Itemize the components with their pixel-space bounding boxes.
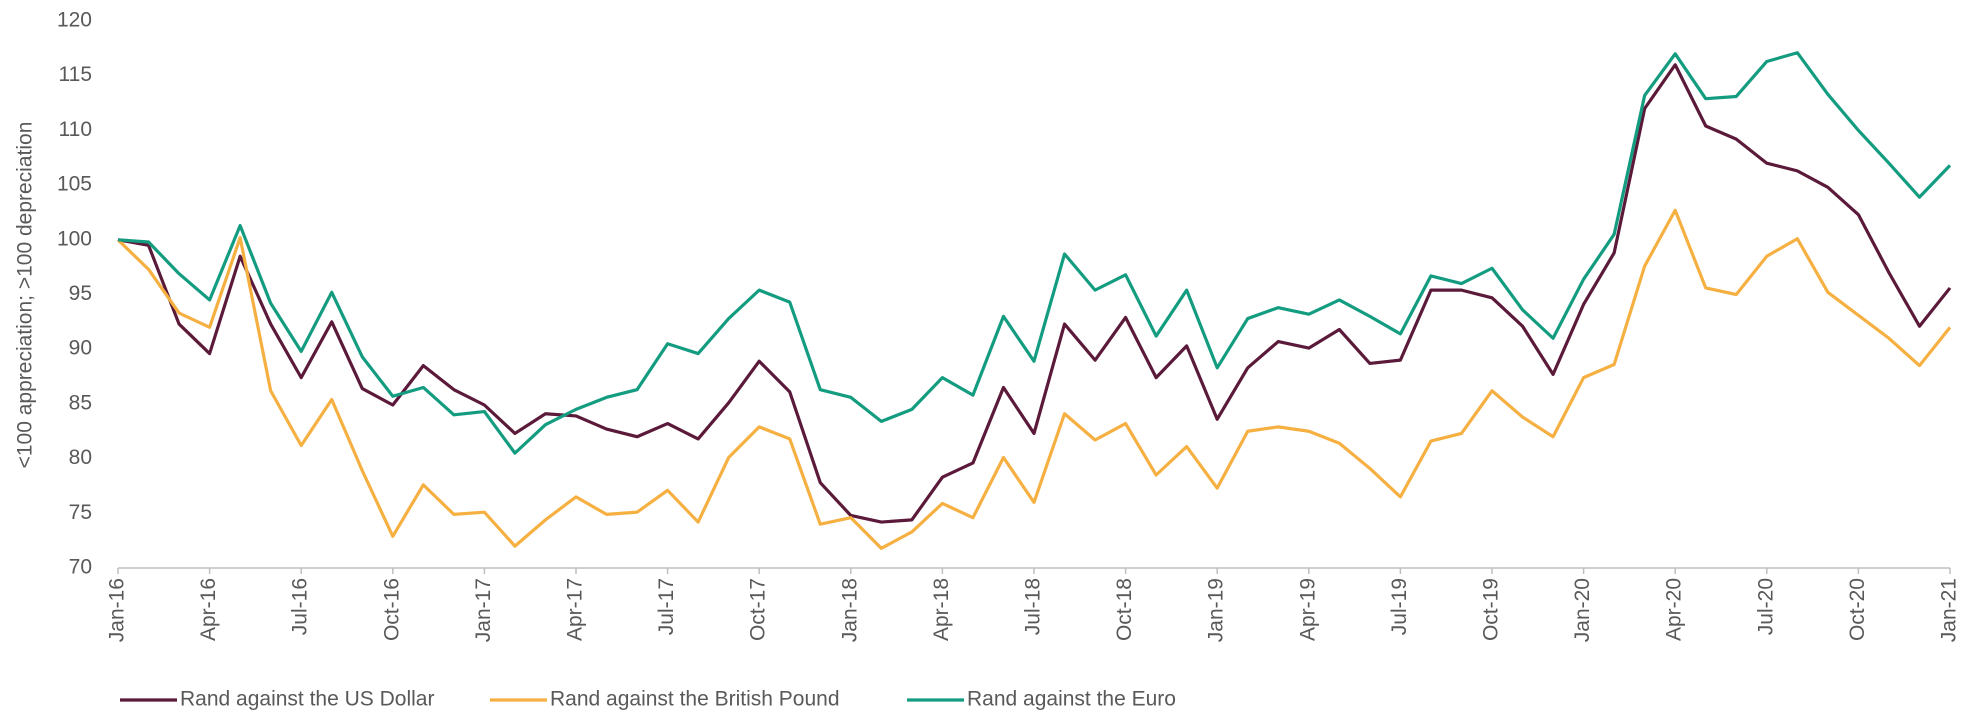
x-tick-label: Jan-18 — [838, 578, 861, 642]
y-tick-label: 120 — [57, 9, 92, 32]
x-tick-label: Jan-21 — [1938, 578, 1961, 642]
y-tick-label: 105 — [57, 173, 92, 196]
x-tick-label: Oct-20 — [1846, 578, 1869, 641]
legend-label: Rand against the British Pound — [550, 688, 840, 711]
x-tick-label: Oct-17 — [747, 578, 770, 641]
x-tick-label: Apr-20 — [1663, 578, 1686, 641]
y-tick-label: 70 — [69, 556, 92, 579]
y-tick-label: 85 — [69, 391, 92, 414]
x-tick-label: Jul-20 — [1754, 578, 1777, 635]
x-tick-label: Jul-18 — [1022, 578, 1045, 635]
x-tick-label: Apr-16 — [197, 578, 220, 641]
legend-label: Rand against the US Dollar — [180, 688, 434, 711]
y-axis-label: <100 appreciation; >100 depreciation — [14, 122, 37, 469]
legend-label: Rand against the Euro — [967, 688, 1176, 711]
x-tick-label: Jul-16 — [289, 578, 312, 635]
x-tick-label: Jan-17 — [472, 578, 495, 642]
y-tick-label: 115 — [59, 63, 92, 86]
y-tick-label: 75 — [69, 501, 92, 524]
x-tick-label: Jul-17 — [655, 578, 678, 635]
y-tick-label: 95 — [69, 282, 92, 305]
x-tick-label: Oct-16 — [380, 578, 403, 641]
x-tick-label: Apr-17 — [564, 578, 587, 641]
y-tick-label: 90 — [69, 337, 92, 360]
x-tick-label: Oct-18 — [1113, 578, 1136, 641]
y-tick-label: 80 — [69, 446, 92, 469]
series-line — [117, 63, 1952, 524]
y-tick-label: 110 — [59, 118, 92, 141]
x-tick-label: Jan-16 — [106, 578, 129, 642]
x-tick-label: Oct-19 — [1480, 578, 1503, 641]
x-tick-label: Apr-18 — [930, 578, 953, 641]
x-tick-label: Jul-19 — [1388, 578, 1411, 635]
x-tick-label: Apr-19 — [1296, 578, 1319, 641]
series-line — [117, 51, 1952, 455]
series-line — [116, 208, 1952, 550]
y-tick-label: 100 — [57, 227, 92, 250]
x-tick-label: Jan-19 — [1205, 578, 1228, 642]
x-tick-label: Jan-20 — [1571, 578, 1594, 642]
